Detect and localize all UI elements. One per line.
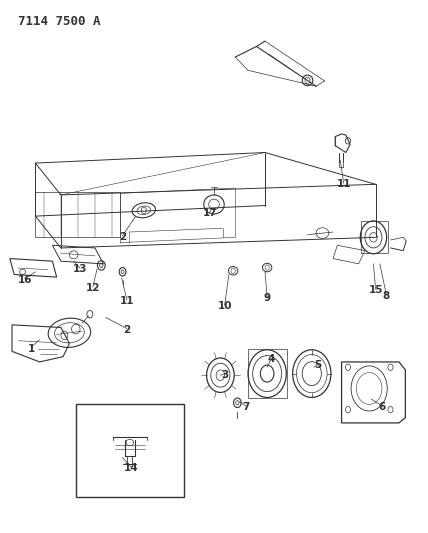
Text: 9: 9 <box>264 293 271 303</box>
Text: 13: 13 <box>73 264 87 274</box>
Text: 6: 6 <box>378 402 386 412</box>
Text: 7114 7500 A: 7114 7500 A <box>18 14 101 28</box>
Text: 2: 2 <box>119 232 126 243</box>
Text: 2: 2 <box>123 325 131 335</box>
Text: 14: 14 <box>124 463 138 473</box>
Text: 15: 15 <box>369 285 383 295</box>
Text: 8: 8 <box>383 290 390 301</box>
Text: 17: 17 <box>202 208 217 219</box>
Text: 10: 10 <box>217 301 232 311</box>
Text: 4: 4 <box>268 354 275 364</box>
Text: 7: 7 <box>242 402 250 412</box>
Text: 1: 1 <box>27 344 35 354</box>
Text: 11: 11 <box>119 296 134 306</box>
Text: 12: 12 <box>86 282 100 293</box>
Text: 3: 3 <box>221 370 228 380</box>
Text: 5: 5 <box>315 360 322 369</box>
Text: 16: 16 <box>18 274 32 285</box>
Text: 11: 11 <box>336 179 351 189</box>
